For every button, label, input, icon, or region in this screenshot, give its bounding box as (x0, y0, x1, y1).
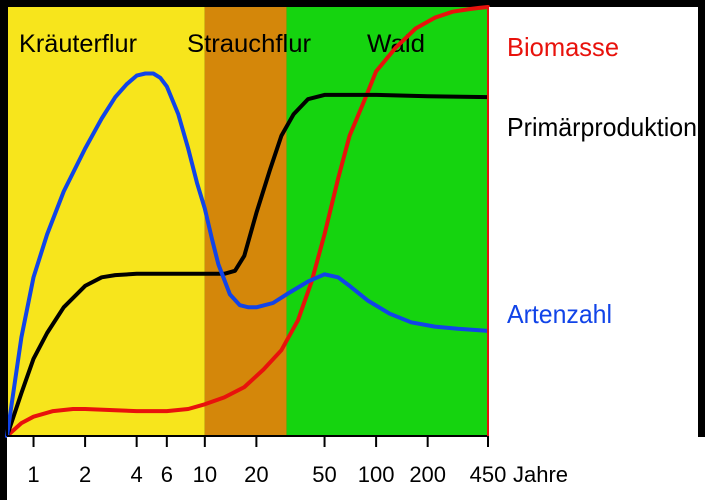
legend-label-2: Primärproduktion (507, 112, 697, 142)
x-axis-panel (7, 437, 705, 500)
legend-label-1: Biomasse (507, 32, 619, 62)
series-line-2 (5, 92, 490, 438)
zone-band-2 (204, 7, 287, 436)
zone-label-3: Wald (367, 30, 425, 58)
zone-band-1 (7, 7, 205, 436)
x-tick-label: 20 (244, 462, 268, 487)
zone-label-1: Kräuterflur (19, 30, 137, 58)
zone-band-3 (286, 7, 488, 436)
legend-label-3: Artenzahl (507, 299, 612, 329)
x-tick-label: 50 (312, 462, 336, 487)
x-tick-label: 200 (409, 462, 446, 487)
x-axis-label: Jahre (513, 462, 568, 487)
x-tick-label: 10 (193, 462, 217, 487)
legend-panel (489, 7, 698, 437)
x-tick-label: 100 (358, 462, 395, 487)
x-tick-label: 450 (470, 462, 507, 487)
x-tick-label: 6 (161, 462, 173, 487)
x-tick-label: 4 (131, 462, 143, 487)
series-line-1 (5, 5, 490, 438)
series-line-3 (5, 71, 490, 438)
x-tick-label: 1 (27, 462, 39, 487)
x-tick-label: 2 (79, 462, 91, 487)
zone-label-2: Strauchflur (187, 30, 311, 58)
